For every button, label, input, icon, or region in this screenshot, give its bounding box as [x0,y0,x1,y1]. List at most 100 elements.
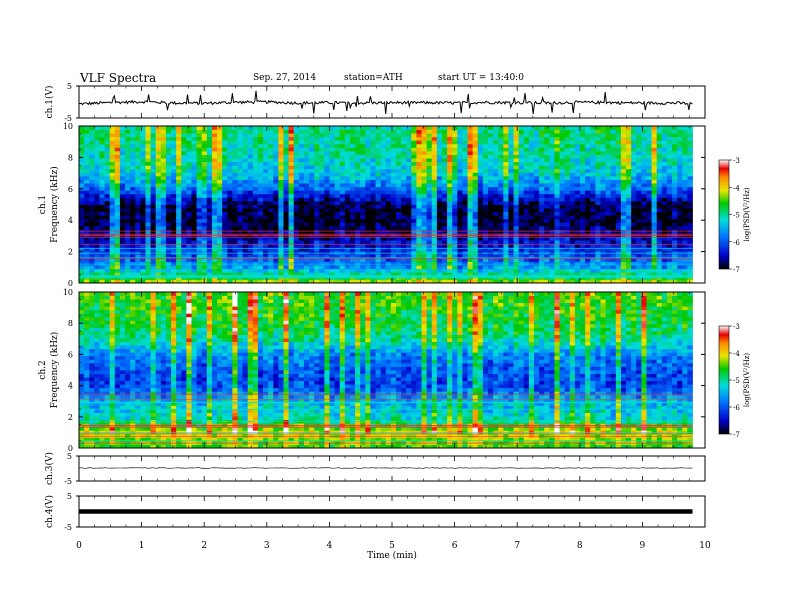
spec1-cell [534,240,540,245]
spec1-cell [544,279,550,284]
spec1-cell [426,211,433,216]
spec1-cell [155,279,162,284]
spec1-cell [411,186,417,191]
spec1-cell [79,261,85,266]
spec1-cell [309,247,315,252]
spec1-cell [569,147,576,152]
spec1-cell [375,240,382,245]
spec1-cell [298,272,305,277]
spec1-cell [687,168,693,173]
spec1-cell [585,165,591,170]
spec1-cell [452,218,458,223]
spec1-cell [247,222,254,227]
spec1-cell [651,175,658,180]
spec1-cell [201,208,208,213]
spec1-cell [380,240,387,245]
spec1-cell [503,147,509,152]
spec1-cell [283,225,289,230]
spec1-cell [349,172,356,177]
spec1-cell [99,258,105,262]
spec1-cell [447,215,453,220]
spec1-cell [646,158,652,163]
spec1-cell [360,272,366,277]
spec1-cell [600,179,606,184]
spec1-cell [518,233,525,238]
spec1-cell [595,190,601,195]
spec1-cell [513,175,520,180]
spec1-cell [574,197,581,202]
spec1-cell [646,243,652,248]
spec1-cell [401,243,407,248]
spec1-cell [288,218,295,223]
spec1-cell [549,143,555,148]
spec1-cell [682,254,688,259]
spec1-cell [544,222,550,227]
spec1-cell [641,179,647,184]
spec1-cell [447,261,453,266]
spec1-cell [247,161,254,166]
spec1-cell [191,168,197,173]
spec1-cell [303,247,310,252]
spec1-cell [544,197,550,202]
spec1-cell [395,147,402,152]
spec1-cell [641,247,647,252]
spec1-cell [431,215,438,220]
spec1-cell [431,165,438,170]
spec1-cell [237,190,243,195]
spec1-cell [201,150,208,155]
spec1-cell [528,193,535,198]
spec1-cell [222,268,228,273]
spec1-cell [206,175,213,180]
spec1-cell [206,236,213,241]
spec1-cell [564,247,571,252]
spec1-cell [257,254,264,259]
spec1-cell [257,140,264,145]
spec1-cell [114,158,121,163]
spec1-cell [503,272,509,277]
spec1-cell [620,240,627,245]
spec1-cell [303,183,310,188]
spec1-cell [150,172,157,177]
spec1-cell [441,154,448,159]
spec1-cell [687,200,693,205]
spec1-cell [385,272,392,277]
spec1-cell [590,265,596,270]
spec1-cell [160,143,167,148]
spec1-cell [590,258,596,262]
spec1-cell [564,161,571,166]
spec1-cell [477,211,484,216]
spec1-cell [263,158,269,163]
spec1-cell [206,261,213,266]
spec1-cell [401,247,407,252]
spec1-cell [666,147,673,152]
spec1-cell [421,197,428,202]
spec1-cell [109,261,116,266]
spec1-cell [211,150,218,155]
spec1-cell [303,279,310,284]
spec1-cell [150,204,157,209]
spec1-cell [324,236,330,241]
spec1-cell [518,197,525,202]
spec1-cell [498,136,504,141]
spec1-cell [217,208,223,213]
spec1-cell [569,211,576,216]
spec1-cell [104,258,111,262]
spec1-cell [298,243,305,248]
spec1-cell [574,143,581,148]
spec1-cell [539,222,545,227]
spec1-cell [590,197,596,202]
spec1-cell [472,247,479,252]
spec1-cell [615,197,622,202]
spec1-cell [119,172,126,177]
spec1-cell [79,175,85,180]
spec1-cell [176,211,182,216]
spec1-cell [539,150,545,155]
spec1-cell [130,225,136,230]
spec1-cell [252,240,259,245]
spec1-cell [222,254,228,259]
spec1-cell [421,265,428,270]
spec1-cell [559,272,566,277]
spec1-cell [528,168,535,173]
spec1-cell [498,254,504,259]
spec1-cell [171,247,177,252]
